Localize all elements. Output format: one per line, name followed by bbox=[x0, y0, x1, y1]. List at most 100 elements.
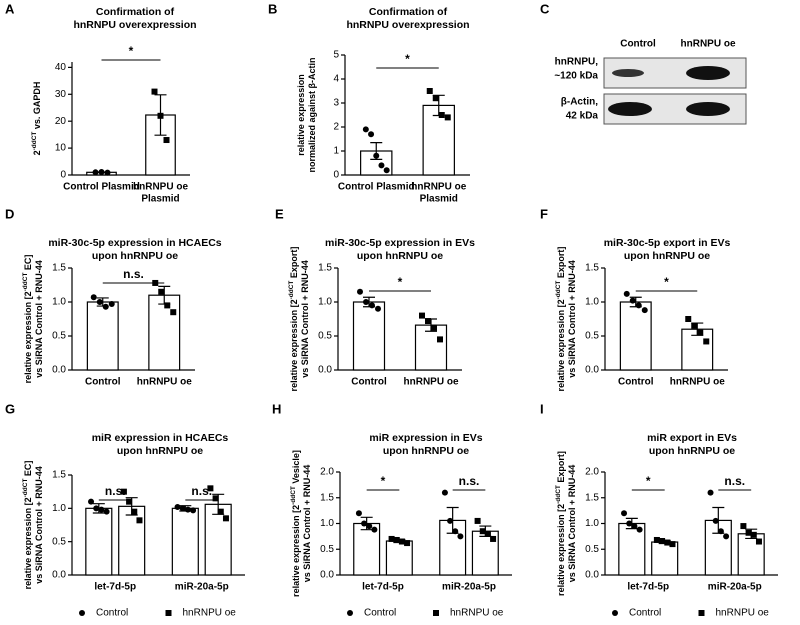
data-point bbox=[452, 528, 459, 535]
superscript: -ddCT bbox=[555, 281, 562, 300]
y-axis-label: relative expression [2-ddCT Vesicle] bbox=[290, 450, 301, 597]
data-point bbox=[212, 495, 219, 502]
data-point bbox=[388, 535, 395, 542]
significance-label: * bbox=[646, 474, 651, 488]
data-point bbox=[361, 520, 368, 527]
legend-label: hnRNPU oe bbox=[450, 608, 504, 619]
chart-title: miR-30c-5p export in EVs bbox=[604, 237, 731, 249]
label-part: vs SiRNA Control + RNU-44 bbox=[302, 465, 312, 582]
data-point bbox=[691, 322, 698, 329]
y-tick-label: 0.0 bbox=[52, 570, 66, 581]
blot-band bbox=[608, 102, 652, 116]
band-label: 42 kDa bbox=[566, 111, 599, 122]
chart-title: miR export in EVs bbox=[647, 432, 737, 444]
data-point bbox=[93, 505, 100, 512]
x-tick-label: hnRNPU oe bbox=[133, 182, 188, 193]
y-tick-label: 0.5 bbox=[52, 536, 66, 547]
y-tick-label: 2.0 bbox=[320, 467, 334, 478]
data-point bbox=[431, 324, 437, 331]
data-point bbox=[362, 126, 369, 133]
data-point bbox=[621, 510, 628, 517]
label-part: relative expression [2 bbox=[556, 299, 566, 391]
y-tick-label: 1.5 bbox=[52, 470, 66, 481]
y-axis-label: normalized against β-Actin bbox=[307, 57, 317, 172]
y-axis-label: relative expression [2-ddCT Export] bbox=[555, 451, 566, 596]
data-point bbox=[355, 510, 362, 517]
data-point bbox=[685, 316, 692, 322]
data-point bbox=[103, 508, 110, 515]
label-part: vs SiRNA Control + RNU-44 bbox=[34, 260, 44, 377]
y-tick-label: 1.0 bbox=[318, 297, 332, 308]
data-point bbox=[90, 294, 97, 301]
chart-title: Confirmation of bbox=[96, 6, 175, 18]
data-point bbox=[368, 131, 375, 138]
x-tick-label: hnRNPU oe bbox=[670, 377, 725, 388]
y-tick-label: 1.0 bbox=[585, 297, 599, 308]
data-point bbox=[438, 112, 445, 118]
y-tick-label: 1.0 bbox=[52, 503, 66, 514]
panel-letter: E bbox=[275, 206, 284, 221]
band-label: ~120 kDa bbox=[554, 71, 598, 82]
blot-band bbox=[612, 69, 644, 77]
data-point bbox=[398, 538, 405, 545]
x-tick-label: miR-20a-5p bbox=[708, 582, 762, 593]
y-tick-label: 0.5 bbox=[318, 331, 332, 342]
bar bbox=[651, 541, 679, 576]
label-part: relative expression [2 bbox=[23, 291, 33, 383]
data-point bbox=[653, 536, 660, 543]
y-tick-label: 1.5 bbox=[318, 263, 332, 274]
data-point bbox=[163, 137, 170, 144]
superscript: -ddCT bbox=[290, 486, 297, 505]
y-tick-label: 2.0 bbox=[585, 467, 599, 478]
y-tick-label: 10 bbox=[55, 143, 67, 154]
label-part: relative expression [2 bbox=[23, 497, 33, 589]
x-tick-label: let-7d-5p bbox=[94, 582, 136, 593]
y-tick-label: 40 bbox=[55, 62, 67, 73]
data-point bbox=[433, 610, 439, 616]
y-tick-label: 0.5 bbox=[320, 544, 334, 555]
blot-band bbox=[686, 102, 730, 116]
data-point bbox=[444, 114, 451, 121]
chart-title: miR-30c-5p expression in HCAECs bbox=[48, 237, 221, 249]
superscript: -ddCT bbox=[555, 485, 562, 504]
label-part: Export] bbox=[556, 451, 566, 485]
chart-title: miR expression in HCAECs bbox=[92, 432, 229, 444]
label-part: relative expression [2 bbox=[289, 299, 299, 391]
data-point bbox=[98, 506, 105, 513]
label-part: relative expression [2 bbox=[556, 504, 566, 596]
label-part: vs SiRNA Control + RNU-44 bbox=[567, 260, 577, 377]
panel-letter: H bbox=[272, 401, 281, 416]
chart-title: miR expression in EVs bbox=[369, 432, 482, 444]
y-tick-label: 0.5 bbox=[52, 331, 66, 342]
label-part: vs. GAPDH bbox=[32, 82, 42, 132]
data-point bbox=[184, 506, 191, 513]
data-point bbox=[157, 112, 164, 119]
panel-letter: B bbox=[268, 1, 277, 16]
data-point bbox=[174, 504, 181, 510]
data-point bbox=[207, 485, 214, 492]
data-point bbox=[164, 302, 171, 309]
y-tick-label: 1.5 bbox=[320, 492, 334, 503]
chart-title: miR-30c-5p expression in EVs bbox=[325, 237, 475, 249]
data-point bbox=[457, 533, 464, 540]
y-tick-label: 30 bbox=[55, 89, 67, 100]
x-tick-label: Control bbox=[85, 377, 121, 388]
data-point bbox=[631, 523, 638, 530]
y-axis-label: vs SiRNA Control + RNU-44 bbox=[567, 260, 577, 377]
data-point bbox=[92, 169, 99, 176]
label-part: vs SiRNA Control + RNU-44 bbox=[300, 260, 310, 377]
data-point bbox=[755, 538, 762, 545]
data-point bbox=[369, 302, 375, 309]
data-point bbox=[723, 533, 730, 540]
significance-label: * bbox=[129, 44, 134, 58]
bar bbox=[86, 301, 119, 371]
data-point bbox=[88, 498, 95, 505]
y-axis-label: relative expression [2-ddCT Export] bbox=[288, 247, 299, 392]
data-point bbox=[712, 517, 719, 524]
data-point bbox=[484, 530, 491, 537]
